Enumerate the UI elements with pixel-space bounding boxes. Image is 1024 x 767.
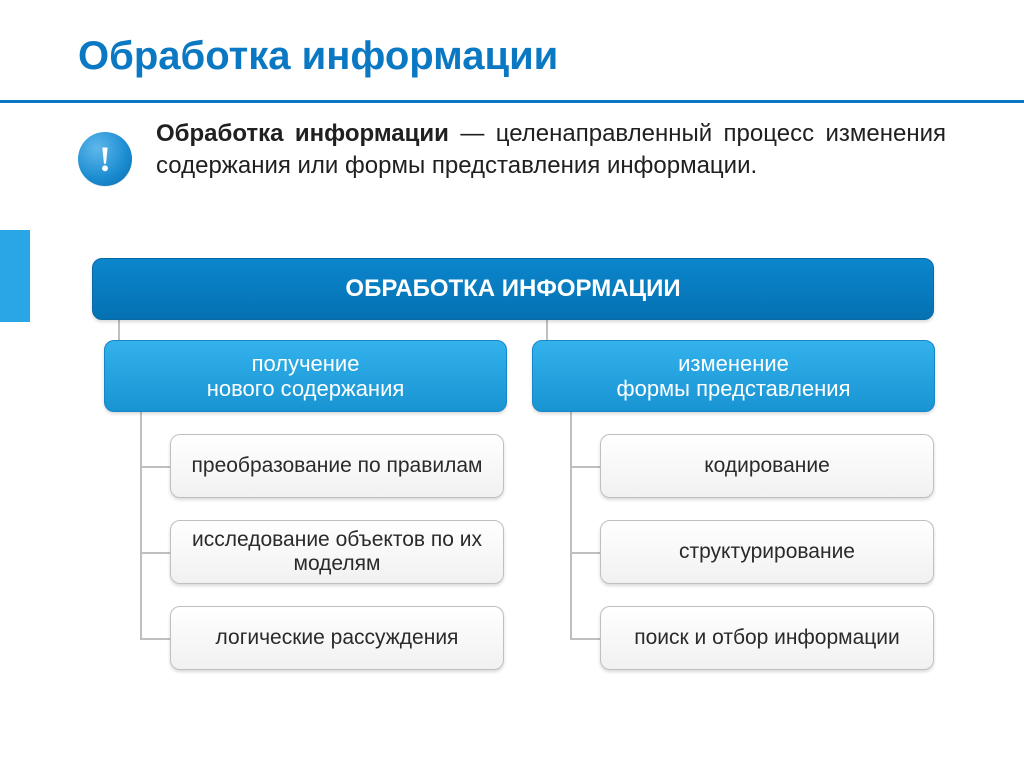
diagram-leaf-node: преобразование по правилам bbox=[170, 434, 504, 498]
side-accent bbox=[0, 230, 30, 322]
definition-paragraph: Обработка информации — целенаправленный … bbox=[156, 118, 946, 183]
diagram-leaf-node: кодирование bbox=[600, 434, 934, 498]
definition-lead: Обработка информации bbox=[156, 120, 449, 147]
connector bbox=[140, 466, 170, 468]
connector bbox=[546, 320, 548, 340]
diagram-leaf-node: поиск и отбор информации bbox=[600, 606, 934, 670]
connector bbox=[570, 412, 572, 638]
connector bbox=[570, 638, 600, 640]
diagram-leaf-node: структурирование bbox=[600, 520, 934, 584]
diagram-main-node: ОБРАБОТКА ИНФОРМАЦИИ bbox=[92, 258, 934, 320]
slide: Обработка информации ! Обработка информа… bbox=[0, 0, 1024, 767]
diagram-category-node: получениенового содержания bbox=[104, 340, 507, 412]
diagram-leaf-node: логические рассуждения bbox=[170, 606, 504, 670]
exclamation-icon: ! bbox=[78, 132, 132, 186]
connector bbox=[570, 552, 600, 554]
diagram-category-node: изменениеформы представления bbox=[532, 340, 935, 412]
connector bbox=[140, 638, 170, 640]
connector bbox=[118, 320, 120, 340]
connector bbox=[140, 552, 170, 554]
connector bbox=[570, 466, 600, 468]
page-title: Обработка информации bbox=[78, 34, 558, 79]
diagram-leaf-node: исследование объектов по их моделям bbox=[170, 520, 504, 584]
connector bbox=[140, 412, 142, 638]
title-rule bbox=[0, 100, 1024, 103]
